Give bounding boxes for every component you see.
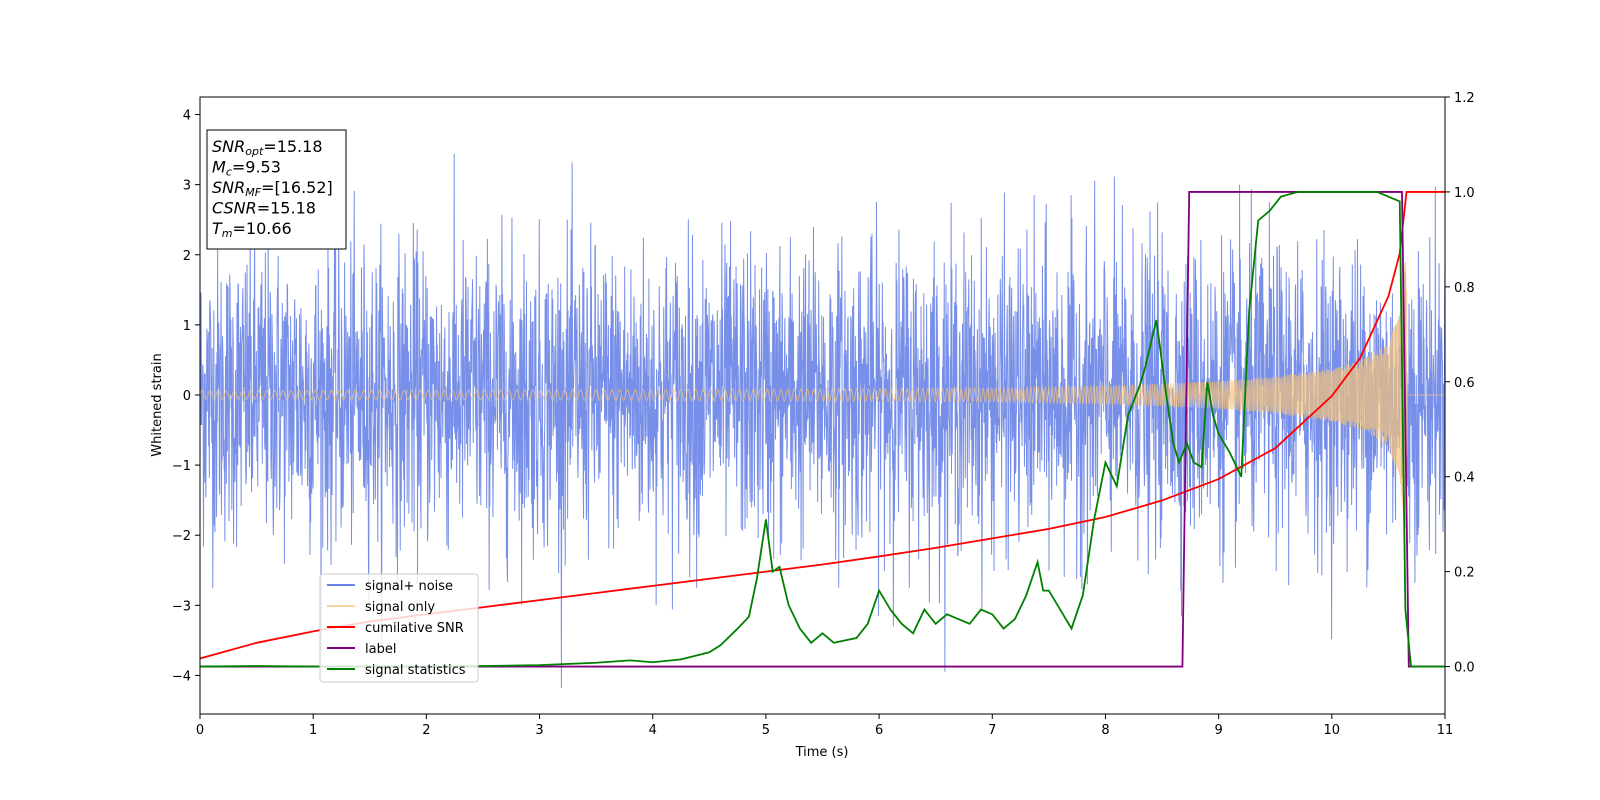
x-tick-label: 1 [309, 723, 317, 738]
y-right-tick-label: 0.4 [1454, 471, 1475, 486]
info-box-line: SNRMF=[16.52] [212, 178, 333, 199]
y-left-tick-label: 2 [183, 249, 191, 264]
x-tick-label: 2 [422, 723, 430, 738]
y-left-tick-label: 4 [183, 109, 191, 124]
y-right-tick-label: 0.2 [1454, 566, 1475, 581]
signal-statistics-line [200, 191, 1445, 668]
legend: signal+ noise signal only cumilative SNR la… [319, 573, 479, 683]
y-left-tick-label: −4 [172, 669, 191, 684]
info-box-value: =15.18 [257, 199, 316, 218]
x-tick-label: 5 [762, 723, 770, 738]
x-tick-label: 6 [875, 723, 883, 738]
info-box-subscript: MF [245, 186, 261, 199]
info-box-line: CSNR=15.18 [212, 199, 316, 218]
x-axis-title: Time (s) [795, 745, 849, 760]
info-box-value: =[16.52] [261, 178, 333, 197]
y-right-tick-label: 0.6 [1454, 376, 1475, 391]
info-box-frame [206, 129, 347, 250]
x-tick-label: 3 [535, 723, 543, 738]
y-right-tick-label: 0.0 [1454, 661, 1475, 676]
x-tick-label: 0 [196, 723, 204, 738]
legend-label: signal only [365, 600, 435, 615]
y-left-tick-label: 3 [183, 179, 191, 194]
signal-noise-line [200, 153, 1445, 689]
info-box-line: Mc=9.53 [212, 158, 281, 179]
x-tick-label: 4 [649, 723, 657, 738]
info-box-value: =9.53 [232, 158, 281, 177]
y-right-tick-label: 1.0 [1454, 186, 1475, 201]
info-box-symbol: SNR [212, 178, 245, 197]
info-box-subscript: opt [245, 145, 264, 158]
y-left-tick-label: 0 [183, 389, 191, 404]
y-left-tick-label: 1 [183, 319, 191, 334]
legend-label: cumilative SNR [365, 621, 464, 636]
info-box-symbol: T [212, 219, 223, 238]
info-box-line: SNRopt=15.18 [212, 137, 323, 158]
legend-frame [319, 573, 479, 683]
info-box-symbol: CSNR [212, 199, 257, 218]
info-box-value: =15.18 [263, 137, 322, 156]
info-box-line: Tm=10.66 [212, 219, 292, 240]
legend-label: signal statistics [365, 663, 466, 678]
y-left-tick-label: −1 [172, 459, 191, 474]
x-tick-label: 7 [988, 723, 996, 738]
x-tick-label: 11 [1437, 723, 1454, 738]
y-right-tick-label: 0.8 [1454, 281, 1475, 296]
info-box-symbol: SNR [212, 137, 245, 156]
x-tick-label: 9 [1214, 723, 1222, 738]
axes-layer: 0 1 2 3 4 5 6 7 8 9 10 11 −4 −3 −2 −1 0 1 2 3 4 0.0 0.2 0.4 0.6 0… [172, 91, 1475, 738]
plot-frame [199, 96, 1446, 715]
info-box-value: =10.66 [233, 219, 292, 238]
y-left-tick-label: −2 [172, 529, 191, 544]
info-box-subscript: c [226, 166, 232, 179]
x-tick-label: 10 [1324, 723, 1341, 738]
x-tick-label: 8 [1101, 723, 1109, 738]
info-box-symbol: M [212, 158, 226, 177]
legend-label: signal+ noise [365, 579, 453, 594]
y-axis-title: Whitened strain [150, 353, 165, 456]
y-right-tick-label: 1.2 [1454, 91, 1475, 106]
info-box-subscript: m [222, 227, 233, 240]
legend-label: label [365, 642, 396, 657]
signal-only-line [200, 262, 1445, 529]
y-left-tick-label: −3 [172, 599, 191, 614]
info-box: SNRopt=15.18Mc=9.53SNRMF=[16.52]CSNR=15.… [206, 129, 347, 250]
